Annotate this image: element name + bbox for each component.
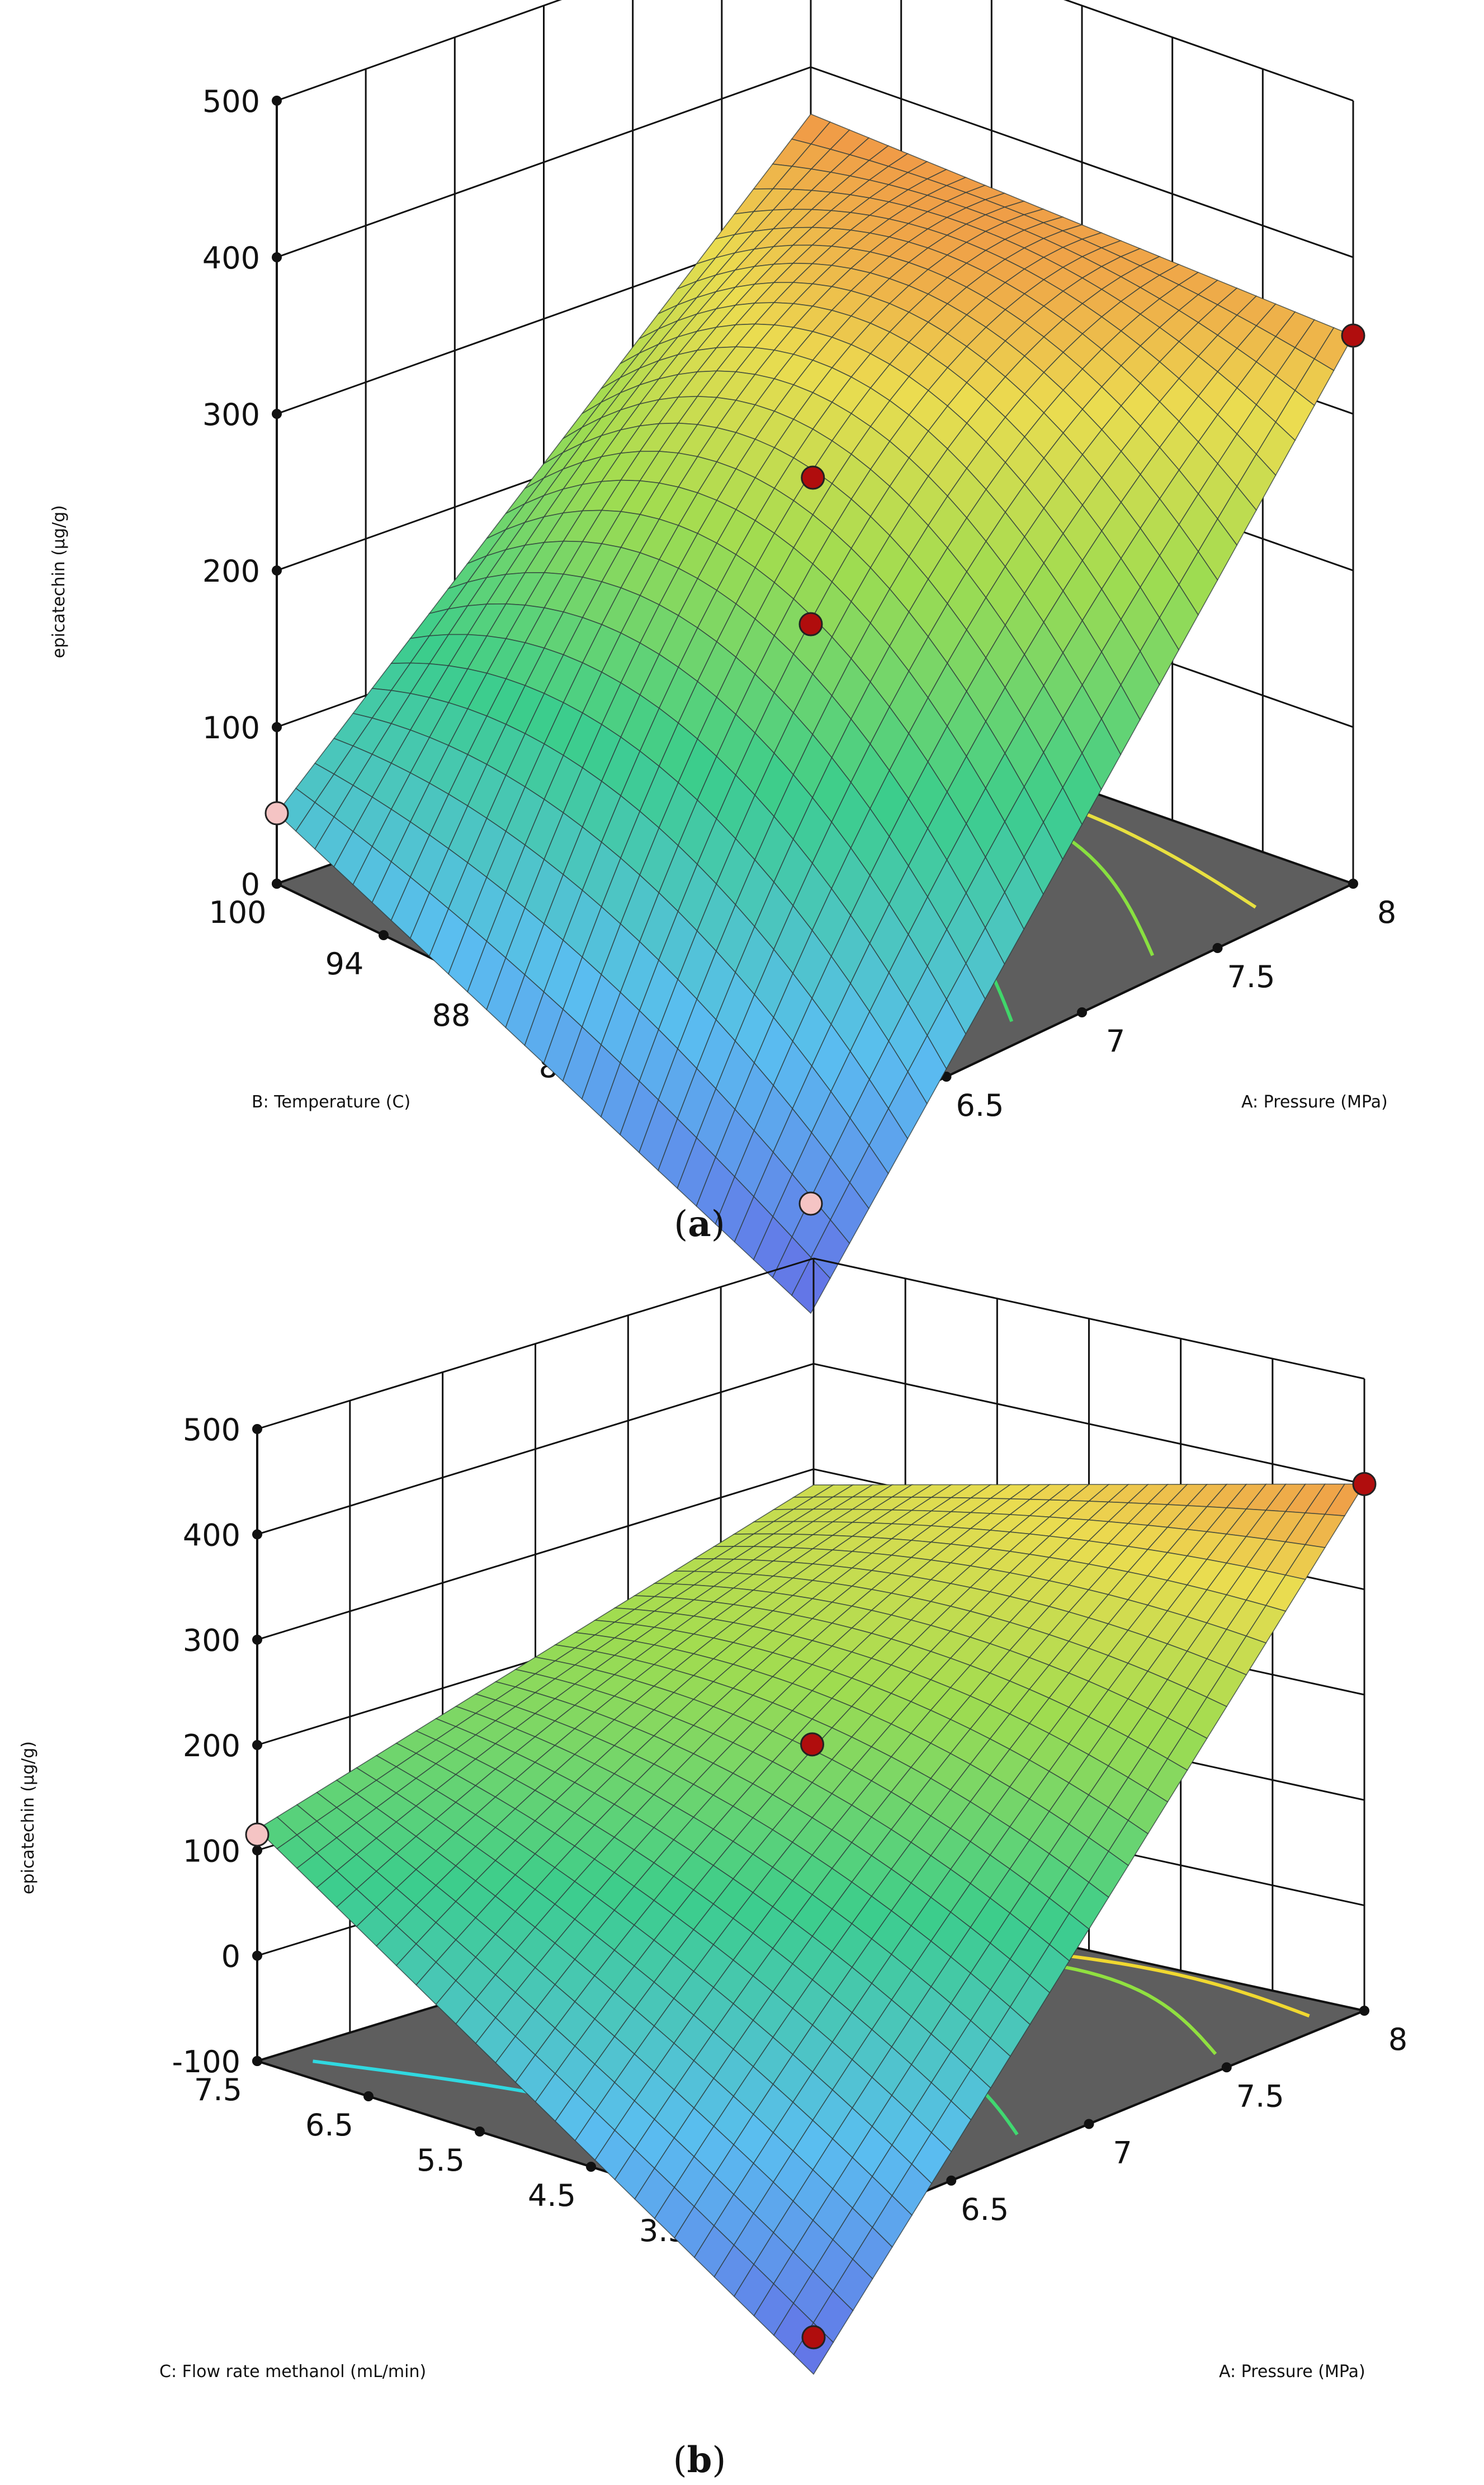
y-tick-label: 6.5 (305, 2107, 353, 2143)
z-tick-label: 400 (183, 1517, 240, 1553)
x-axis-title: A: Pressure (MPa) (1241, 1092, 1388, 1112)
z-tick-label: 400 (202, 241, 260, 276)
grid-line (276, 66, 811, 258)
design-point (801, 2325, 826, 2350)
design-point (801, 465, 825, 490)
z-tick-label: 300 (183, 1623, 240, 1658)
z-tick-mark (252, 1634, 262, 1645)
design-point (1352, 1472, 1377, 1496)
caption-b: (b) (673, 2439, 726, 2481)
grid-line (276, 0, 563, 102)
grid-line (257, 1468, 814, 1641)
panel-a: 707682889410066.577.580100200300400500ep… (49, 0, 1396, 1314)
x-tick-mark (946, 2175, 957, 2186)
design-point (798, 612, 823, 636)
z-tick-label: 200 (202, 554, 260, 589)
z-tick-label: 500 (183, 1412, 240, 1447)
z-tick-label: 100 (183, 1833, 240, 1869)
y-axis-title: C: Flow rate methanol (mL/min) (159, 2362, 426, 2382)
x-tick-mark (1348, 879, 1358, 889)
x-tick-label: 6.5 (956, 1088, 1004, 1123)
x-tick-mark (1221, 2062, 1232, 2073)
x-tick-label: 6.5 (961, 2192, 1009, 2227)
z-tick-label: -100 (172, 2044, 240, 2080)
z-tick-mark (272, 722, 282, 732)
panel-b: 2.53.54.55.56.57.566.577.58-100010020030… (18, 1257, 1407, 2382)
grid-line (813, 1257, 1365, 1380)
y-tick-mark (586, 2162, 596, 2172)
z-tick-mark (272, 879, 282, 889)
grid-line (257, 1257, 814, 1430)
z-tick-mark (252, 1845, 262, 1856)
y-tick-label: 5.5 (417, 2143, 465, 2178)
x-tick-mark (1359, 2006, 1369, 2016)
y-tick-label: 94 (325, 946, 364, 982)
z-tick-mark (252, 1950, 262, 1961)
z-tick-label: 0 (241, 867, 260, 902)
design-point (1341, 323, 1365, 348)
z-axis-title: epicatechin (µg/g) (18, 1741, 38, 1894)
surface-mesh (276, 114, 1354, 1314)
z-tick-mark (272, 96, 282, 106)
surface-cell (791, 1257, 831, 1314)
design-point (245, 1822, 270, 1847)
y-tick-label: 88 (432, 998, 471, 1033)
y-tick-mark (475, 2126, 485, 2137)
y-tick-label: 4.5 (528, 2178, 576, 2213)
x-tick-label: 7 (1106, 1024, 1125, 1059)
y-tick-label: 7.5 (194, 2072, 242, 2107)
grid-line (813, 1362, 1365, 1485)
x-tick-label: 7 (1113, 2135, 1132, 2171)
z-tick-mark (252, 2056, 262, 2066)
z-tick-label: 100 (202, 710, 260, 746)
z-tick-label: 300 (202, 397, 260, 432)
design-point (264, 801, 289, 826)
y-tick-mark (379, 930, 389, 940)
z-tick-mark (272, 252, 282, 262)
x-tick-mark (1077, 1007, 1087, 1017)
z-tick-mark (252, 1740, 262, 1750)
x-tick-label: 7.5 (1236, 2078, 1284, 2114)
caption-a: (a) (674, 1203, 725, 1245)
x-tick-label: 8 (1377, 895, 1396, 930)
z-tick-mark (252, 1529, 262, 1540)
grid-line (810, 66, 1354, 258)
design-point (800, 1732, 824, 1757)
y-tick-label: 100 (209, 895, 266, 930)
y-axis-title: B: Temperature (C) (252, 1092, 410, 1112)
surface-mesh (256, 1483, 1365, 2375)
x-tick-mark (1084, 2119, 1094, 2129)
z-tick-mark (272, 409, 282, 419)
z-tick-label: 0 (221, 1939, 240, 1974)
grid-line (257, 1362, 814, 1535)
z-tick-mark (272, 565, 282, 576)
grid-line (1063, 0, 1354, 102)
design-point (798, 1191, 823, 1216)
x-tick-label: 7.5 (1227, 959, 1275, 994)
x-axis-title: A: Pressure (MPa) (1219, 2362, 1365, 2382)
z-tick-label: 500 (202, 84, 260, 119)
y-tick-mark (363, 2091, 374, 2101)
x-tick-mark (1212, 943, 1223, 953)
z-tick-label: 200 (183, 1728, 240, 1763)
x-tick-label: 8 (1388, 2022, 1407, 2057)
z-axis-title: epicatechin (µg/g) (49, 505, 69, 658)
z-tick-mark (252, 1424, 262, 1434)
